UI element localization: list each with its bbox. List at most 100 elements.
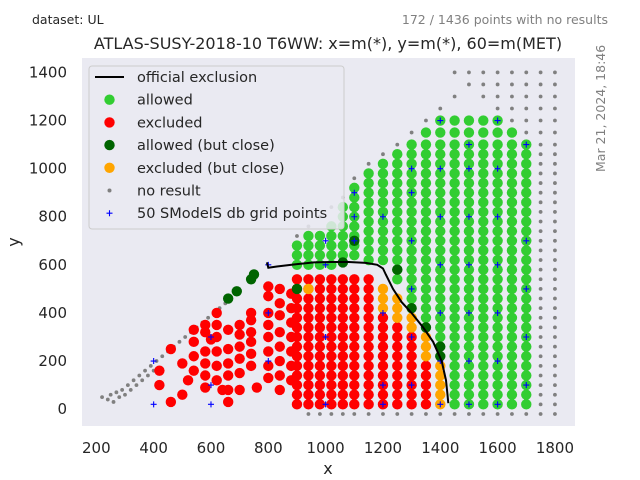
y-tick-label: 0	[57, 400, 67, 418]
allowed-point	[463, 322, 475, 333]
allowed-point	[435, 254, 446, 266]
allowed-point	[449, 158, 460, 170]
allowed-point	[449, 127, 460, 138]
allowed-point	[392, 187, 403, 198]
no-result-point	[366, 161, 371, 166]
excluded-point	[234, 384, 245, 396]
no-result-point	[553, 267, 557, 272]
no-result-point	[538, 152, 543, 157]
excluded-point	[263, 360, 274, 372]
allowed-point	[492, 302, 503, 314]
excluded-point	[337, 351, 349, 362]
no-result-point	[538, 130, 543, 135]
allowed-point	[420, 177, 432, 189]
allowed-point	[392, 254, 403, 266]
allowed-point	[449, 399, 460, 410]
no-result-point	[510, 70, 514, 75]
allowed-point	[478, 312, 489, 323]
allowed-point	[478, 293, 489, 304]
excluded-point	[314, 341, 326, 352]
excluded-point	[392, 341, 403, 352]
allowed-point	[406, 206, 417, 218]
no-result-point	[510, 412, 514, 416]
allowed-point	[521, 360, 532, 372]
allowed-point	[420, 264, 432, 275]
excluded-point	[314, 283, 326, 295]
no-result-point	[553, 152, 557, 157]
excluded-point	[291, 322, 303, 333]
allowed-point	[349, 192, 360, 203]
allowed-point	[521, 302, 532, 314]
allowed-point	[463, 351, 475, 362]
allowed-point	[478, 341, 489, 352]
excluded-point	[377, 322, 389, 333]
allowed-point	[506, 293, 518, 304]
no-result-point	[538, 190, 543, 195]
allowed-point	[478, 216, 489, 227]
allowed-point	[492, 206, 503, 218]
no-result-point	[510, 82, 514, 87]
allowed-point	[492, 158, 503, 170]
allowed-point	[492, 225, 503, 237]
allowed-point	[449, 177, 460, 189]
excluded-point	[211, 319, 222, 331]
no-result-point	[352, 412, 357, 416]
allowed-point	[492, 177, 503, 189]
grid-point-marker	[322, 237, 329, 244]
excluded-point	[274, 341, 285, 352]
no-result-point	[352, 176, 357, 181]
allowed-point	[492, 245, 503, 256]
no-result-point	[524, 118, 529, 123]
allowed-point	[420, 168, 432, 179]
no-result-point	[538, 325, 543, 330]
allowed-point	[314, 250, 326, 261]
grid-point-marker	[465, 213, 472, 220]
allowed-point	[463, 115, 475, 126]
allowed-point	[435, 293, 446, 304]
allowed-point	[435, 158, 446, 170]
excluded-point	[363, 274, 374, 285]
excluded-close-point	[420, 341, 432, 352]
no-result-point	[366, 412, 371, 416]
excluded-point	[245, 307, 257, 319]
allowed-point	[377, 245, 389, 256]
allowed-point	[449, 254, 460, 266]
allowed-point	[478, 187, 489, 198]
no-result-point	[553, 248, 557, 253]
allowed-point	[326, 250, 337, 261]
no-result-point	[438, 412, 443, 416]
allowed-point	[449, 225, 460, 237]
no-result-point	[329, 412, 334, 416]
excluded-close-point	[392, 312, 403, 323]
allowed-point	[449, 115, 460, 126]
grid-point-marker	[437, 401, 444, 408]
no-result-point	[538, 238, 543, 243]
no-result-point	[295, 234, 299, 238]
excluded-point	[274, 298, 285, 309]
official-exclusion-line	[265, 261, 450, 404]
data-points	[100, 70, 557, 416]
no-result-point	[409, 130, 414, 135]
allowed-point	[506, 360, 518, 372]
x-tick-label: 1400	[421, 439, 459, 457]
allowed-point	[463, 187, 475, 198]
excluded-point	[377, 351, 389, 362]
allowed-point	[506, 177, 518, 189]
allowed-point	[435, 197, 446, 208]
allowed-point	[521, 206, 532, 218]
allowed-point	[506, 168, 518, 179]
allowed-point	[377, 187, 389, 198]
allowed-point	[363, 177, 374, 189]
excluded-point	[349, 322, 360, 333]
excluded-point	[291, 389, 303, 400]
excluded-point	[274, 283, 285, 295]
allowed-point	[506, 274, 518, 285]
excluded-point	[406, 370, 417, 381]
excluded-point	[392, 370, 403, 381]
allowed-point	[435, 264, 446, 275]
allowed-point	[463, 197, 475, 208]
grid-point-marker	[379, 401, 386, 408]
allowed-point	[435, 216, 446, 227]
allowed-point	[420, 187, 432, 198]
excluded-point	[337, 379, 349, 391]
